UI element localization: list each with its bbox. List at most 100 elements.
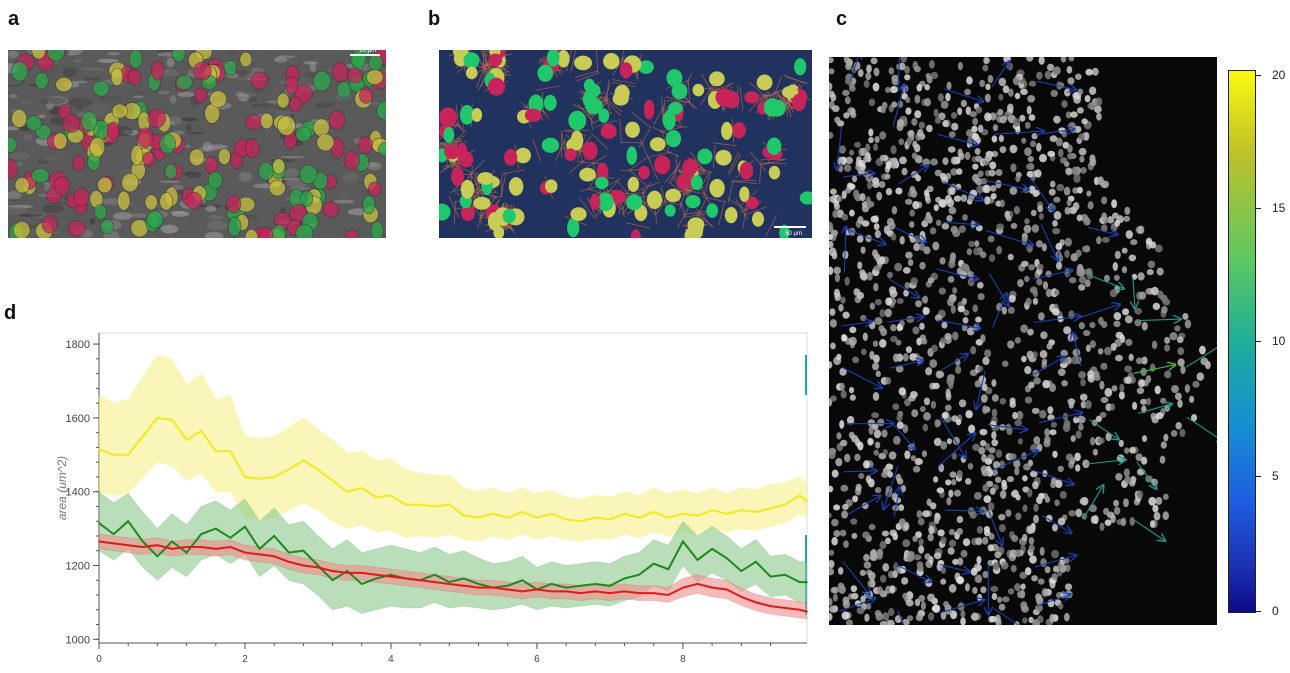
- nucleus-dot: [1029, 185, 1035, 194]
- nucleus-dot: [883, 449, 888, 455]
- nucleus-dot: [1124, 476, 1131, 484]
- nucleus-dot: [977, 282, 984, 289]
- data-point-green: [478, 583, 480, 585]
- nucleus-dot: [1061, 57, 1067, 63]
- nucleus-dot: [1078, 371, 1086, 379]
- nucleus-dot: [875, 299, 882, 305]
- nucleus-dot: [1007, 340, 1014, 348]
- data-point-yellow: [156, 417, 158, 419]
- nucleus-dot: [966, 76, 973, 84]
- nucleus-dot: [897, 421, 904, 429]
- x-tick-label: 4: [388, 654, 394, 665]
- nucleus-dot: [899, 157, 907, 165]
- nucleus-dot: [989, 533, 995, 540]
- nucleus-dot: [1114, 507, 1120, 515]
- nucleus-dot: [1027, 489, 1032, 498]
- data-point-red: [142, 546, 144, 548]
- nucleus-dot: [980, 586, 986, 593]
- segmented-nucleus: [586, 84, 601, 98]
- background-texture: [333, 200, 354, 204]
- data-point-yellow: [419, 504, 421, 506]
- nucleus-dot: [1175, 422, 1181, 430]
- data-point-green: [288, 552, 290, 554]
- nucleus-dot: [1058, 368, 1066, 376]
- data-point-red: [419, 579, 421, 581]
- nucleus-dot: [1150, 520, 1155, 528]
- background-texture: [46, 103, 53, 110]
- nucleus-dot: [1136, 358, 1144, 365]
- data-point-yellow: [580, 520, 582, 522]
- nucleus-dot: [920, 406, 926, 412]
- nucleus-dot: [897, 298, 904, 304]
- nucleus: [8, 137, 17, 153]
- nucleus-dot: [911, 409, 918, 417]
- nucleus-dot: [905, 107, 911, 114]
- nucleus-dot: [1129, 255, 1137, 262]
- nucleus-dot: [840, 530, 847, 537]
- nucleus-dot: [1156, 412, 1164, 419]
- nucleus-dot: [975, 148, 981, 155]
- nucleus-dot: [869, 524, 876, 530]
- nucleus-dot: [1121, 517, 1127, 526]
- nucleus-dot: [982, 405, 987, 414]
- nucleus-dot: [1037, 205, 1043, 212]
- nucleus: [160, 134, 176, 154]
- nucleus-dot: [1011, 223, 1018, 229]
- nucleus-dot: [1067, 199, 1072, 206]
- background-texture: [315, 102, 335, 108]
- nucleus-dot: [1025, 122, 1031, 129]
- nucleus-dot: [1021, 138, 1026, 144]
- nucleus-dot: [1185, 319, 1192, 328]
- nucleus-dot: [1137, 490, 1144, 498]
- nucleus-dot: [925, 367, 932, 375]
- data-point-yellow: [186, 439, 188, 441]
- nucleus-dot: [1148, 497, 1156, 506]
- nucleus-dot: [942, 120, 948, 127]
- nucleus-dot: [1008, 254, 1014, 261]
- background-texture: [84, 78, 100, 80]
- nucleus-dot: [1164, 371, 1171, 379]
- nucleus-dot: [934, 204, 939, 211]
- nucleus-dot: [1086, 190, 1091, 196]
- nucleus-dot: [1053, 566, 1059, 573]
- nucleus-dot: [965, 410, 972, 418]
- nucleus-dot: [1063, 424, 1070, 433]
- nucleus-dot: [912, 152, 918, 159]
- nucleus-dot: [1031, 210, 1037, 217]
- nucleus-dot: [1029, 81, 1036, 87]
- nucleus-dot: [1085, 95, 1091, 102]
- nucleus-dot: [835, 274, 840, 283]
- data-point-red: [288, 561, 290, 563]
- nucleus-dot: [1007, 476, 1014, 482]
- segmented-nucleus: [647, 191, 662, 209]
- nucleus-dot: [1022, 534, 1027, 542]
- nucleus: [289, 96, 301, 112]
- background-texture: [189, 102, 196, 109]
- nucleus-dot: [904, 74, 910, 80]
- nucleus-dot: [1058, 149, 1064, 158]
- nucleus-dot: [868, 129, 873, 137]
- nucleus-dot: [1045, 71, 1052, 80]
- nucleus-dot: [1052, 220, 1058, 227]
- nucleus-dot: [990, 488, 996, 495]
- nucleus-dot: [1122, 308, 1129, 315]
- nucleus: [8, 160, 17, 179]
- nucleus-dot: [1115, 251, 1121, 259]
- nucleus-dot: [1071, 435, 1076, 442]
- nucleus-dot: [1137, 387, 1145, 394]
- nucleus-dot: [838, 582, 845, 589]
- microscopy-image-a: 20 µm: [8, 50, 386, 238]
- nucleus-dot: [1096, 236, 1101, 244]
- segmented-nucleus: [545, 179, 557, 193]
- nucleus-dot: [901, 57, 907, 63]
- nucleus-dot: [924, 98, 931, 107]
- nucleus: [260, 113, 273, 129]
- nucleus-dot: [875, 230, 881, 238]
- nucleus-dot: [961, 550, 968, 558]
- nucleus-dot: [1064, 187, 1071, 196]
- segmented-nucleus: [595, 177, 609, 189]
- nucleus-dot: [937, 487, 945, 493]
- data-point-yellow: [171, 419, 173, 421]
- nucleus-dot: [915, 300, 922, 307]
- background-texture: [166, 58, 174, 67]
